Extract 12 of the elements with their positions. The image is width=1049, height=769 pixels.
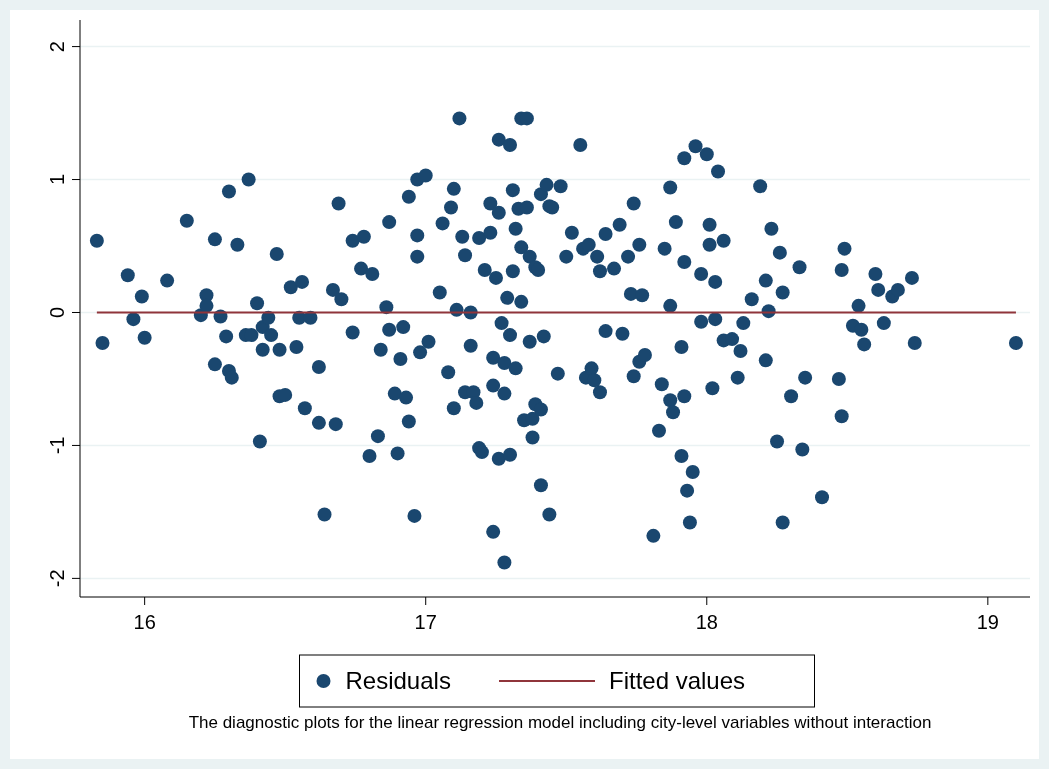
x-tick-label: 17 <box>414 611 437 633</box>
x-tick-label: 19 <box>976 611 999 633</box>
x-tick-label: 18 <box>695 611 718 633</box>
x-tick-label: 16 <box>133 611 156 633</box>
y-tick-label: 0 <box>46 306 68 319</box>
text: The diagnostic plots for the linear regression model including city-level variables without interaction <box>188 713 932 732</box>
y-tick-label: -2 <box>46 569 68 588</box>
legend-label: Residuals <box>345 667 451 694</box>
legend-label: Fitted values <box>609 667 746 694</box>
y-tick-label: -1 <box>46 436 68 455</box>
y-tick-label: 1 <box>46 173 68 186</box>
y-tick-label: 2 <box>46 41 68 53</box>
